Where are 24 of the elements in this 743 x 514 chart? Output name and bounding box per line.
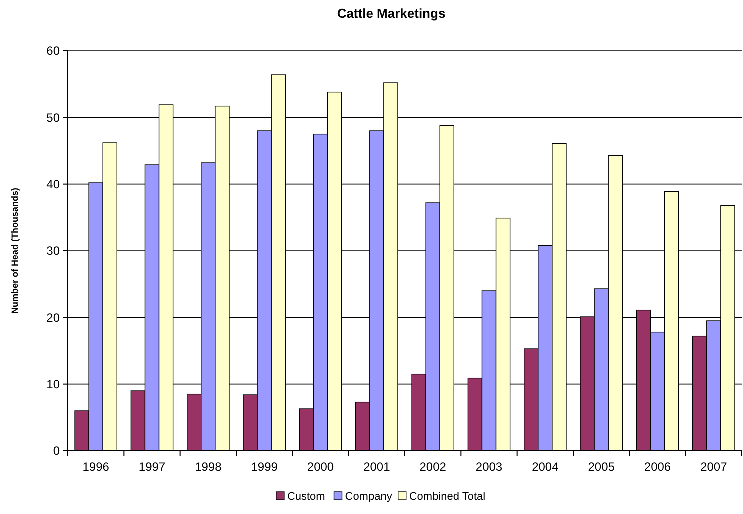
x-tick-label: 2000 bbox=[307, 460, 334, 474]
x-tick-label: 1999 bbox=[251, 460, 278, 474]
y-axis-title: Number of Head (Thousands) bbox=[10, 188, 20, 314]
y-tick-label: 20 bbox=[46, 310, 60, 325]
y-tick-label: 0 bbox=[53, 444, 60, 458]
x-tick-label: 1996 bbox=[82, 460, 110, 474]
x-tick-label: 2006 bbox=[644, 460, 672, 474]
x-tick-label: 2001 bbox=[364, 460, 391, 474]
y-tick-label: 60 bbox=[46, 44, 60, 58]
x-tick-label: 2004 bbox=[532, 460, 560, 474]
x-tick-label: 2002 bbox=[420, 460, 447, 474]
x-tick-label: 1997 bbox=[138, 460, 166, 474]
y-tick-label: 10 bbox=[46, 378, 60, 392]
x-tick-label: 2007 bbox=[700, 460, 728, 474]
legend-label: Combined Total bbox=[409, 491, 486, 503]
y-tick-label: 40 bbox=[46, 178, 60, 192]
x-tick-label: 2003 bbox=[476, 460, 503, 474]
y-tick-label: 30 bbox=[46, 244, 60, 258]
legend-label: Company bbox=[345, 491, 393, 503]
x-tick-label: 2005 bbox=[588, 460, 616, 474]
legend-label: Custom bbox=[287, 491, 326, 503]
y-tick-label: 50 bbox=[46, 110, 60, 125]
chart-title: Cattle Marketings bbox=[337, 6, 446, 21]
x-tick-label: 1998 bbox=[195, 460, 222, 474]
